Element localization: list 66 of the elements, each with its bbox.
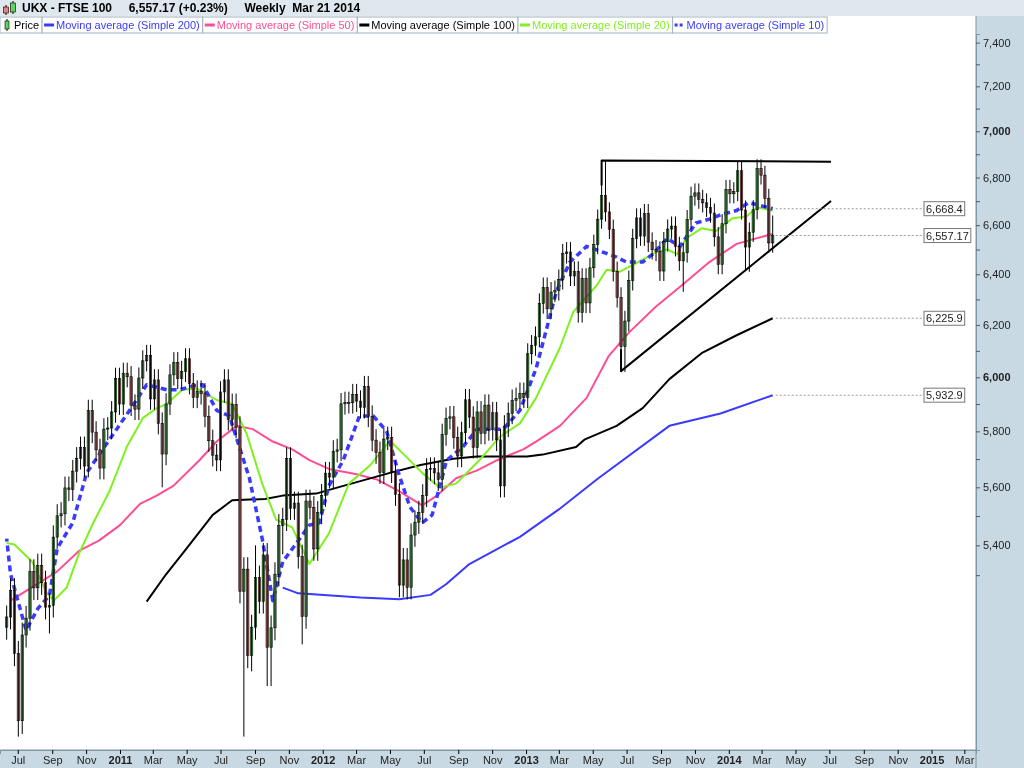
y-tick-label: 6,000 xyxy=(983,371,1011,384)
x-tick-label: May xyxy=(582,753,605,766)
legend-label: Moving average (Simple 200) xyxy=(56,19,200,31)
y-tick-label: 7,200 xyxy=(983,80,1011,93)
candlestick xyxy=(487,393,491,442)
candlestick xyxy=(576,260,580,324)
y-tick-label: 7,400 xyxy=(983,36,1011,49)
y-tick-label: 6,800 xyxy=(983,171,1011,184)
y-tick-label: 5,400 xyxy=(983,539,1011,552)
annotation: 6,668.4 xyxy=(926,202,963,215)
x-tick-label: 2011 xyxy=(108,753,133,766)
candlestick xyxy=(331,439,335,489)
candlestick xyxy=(176,351,180,390)
x-tick-label: Sep xyxy=(448,753,469,766)
candlestick xyxy=(36,553,40,601)
y-tick-label: 6,400 xyxy=(983,268,1011,281)
x-tick-label: Mar xyxy=(752,753,772,766)
candlestick xyxy=(545,277,549,320)
candlestick xyxy=(265,542,269,687)
candlestick xyxy=(475,400,479,460)
y-tick-label: 5,800 xyxy=(983,425,1011,438)
y-tick-label: 6,600 xyxy=(983,219,1011,232)
x-tick-label: Nov xyxy=(279,753,300,766)
annotation: 6,557.17 xyxy=(926,229,969,242)
annotation: 6,225.9 xyxy=(926,312,963,325)
legend-label: Moving average (Simple 100) xyxy=(371,19,516,31)
x-tick-label: Jul xyxy=(822,753,837,766)
line-series xyxy=(281,394,774,601)
x-tick-label: Jul xyxy=(620,753,635,766)
legend-label: Moving average (Simple 50) xyxy=(216,19,355,31)
x-tick-label: Sep xyxy=(42,753,63,766)
x-tick-label: 2014 xyxy=(717,753,743,766)
x-tick-label: Nov xyxy=(482,753,503,766)
y-tick-label: 6,200 xyxy=(983,318,1011,331)
x-tick-label: 2012 xyxy=(311,753,336,766)
x-tick-label: Mar xyxy=(549,753,570,766)
y-tick-label: 7,000 xyxy=(983,125,1011,138)
x-tick-label: Sep xyxy=(651,753,672,766)
x-tick-label: Nov xyxy=(888,753,909,766)
x-tick-label: Mar xyxy=(143,753,164,766)
x-tick-label: Jul xyxy=(417,753,432,766)
legend-label: Price xyxy=(14,19,40,31)
x-tick-label: Sep xyxy=(854,753,875,766)
x-tick-label: May xyxy=(176,753,199,766)
x-tick-label: Mar xyxy=(955,753,975,766)
legend-label: Moving average (Simple 20) xyxy=(532,19,670,31)
x-tick-label: Nov xyxy=(685,753,706,766)
candlestick xyxy=(561,243,565,291)
candlestick xyxy=(351,383,355,415)
chart-title: UKX - FTSE 100 6,557.17 (+0.23%) Weekly Mar 21 2014 xyxy=(22,1,361,15)
x-tick-label: Sep xyxy=(245,753,266,766)
x-tick-label: Jul xyxy=(11,753,26,766)
x-tick-label: May xyxy=(785,753,807,766)
x-tick-label: Jul xyxy=(214,753,229,766)
x-tick-label: 2015 xyxy=(919,753,945,766)
annotation: 5,932.9 xyxy=(926,389,963,402)
candlestick xyxy=(697,182,701,210)
legend-label: Moving average (Simple 10) xyxy=(686,19,825,31)
candlestick xyxy=(226,368,230,432)
candlestick xyxy=(701,189,705,213)
x-tick-label: Mar xyxy=(347,753,367,766)
x-tick-label: Nov xyxy=(76,753,97,766)
y-tick-label: 5,600 xyxy=(983,481,1011,494)
candlestick xyxy=(382,427,386,485)
x-tick-label: 2013 xyxy=(514,753,539,766)
x-tick-label: May xyxy=(380,753,402,766)
